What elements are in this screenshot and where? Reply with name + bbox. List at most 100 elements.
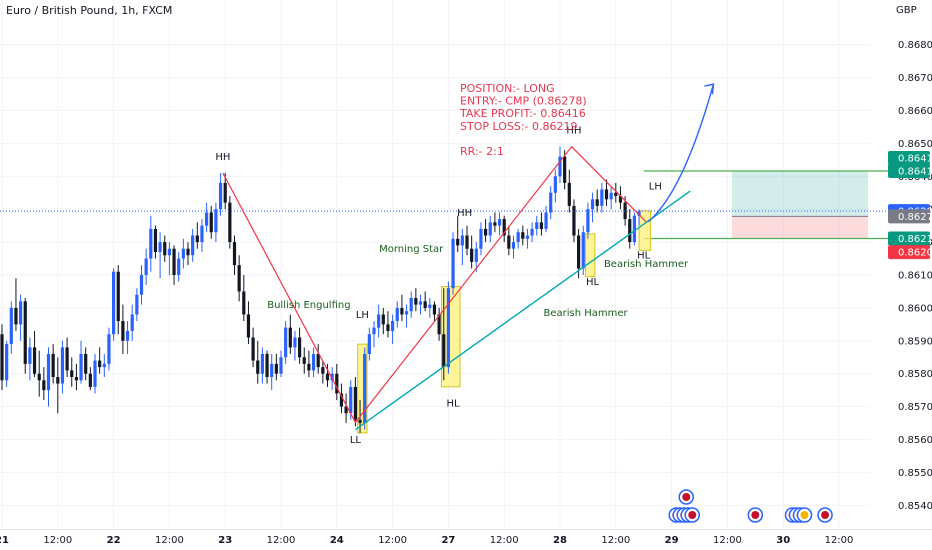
candle-body xyxy=(484,228,488,236)
candle-body xyxy=(125,330,130,341)
event-flag-icon xyxy=(821,511,830,519)
chart-title[interactable]: Euro / British Pound, 1h, FXCM xyxy=(6,4,173,17)
position-note-line[interactable]: RR:- 2:1 xyxy=(460,145,504,158)
candle-body xyxy=(451,238,455,289)
price-marker[interactable] xyxy=(888,209,930,224)
annotation-label[interactable]: HH xyxy=(215,152,230,163)
candle-body xyxy=(144,258,148,275)
time-tick-label[interactable]: 22 xyxy=(107,535,121,546)
candle-body xyxy=(507,235,511,249)
candle-body xyxy=(186,248,190,256)
annotation-label[interactable]: Morning Star xyxy=(379,244,444,255)
time-tick-label[interactable]: 12:00 xyxy=(378,535,407,546)
time-tick-label[interactable]: 23 xyxy=(218,535,232,546)
projection-arrow[interactable] xyxy=(647,83,715,223)
time-tick-label[interactable]: 24 xyxy=(330,535,344,546)
economic-events[interactable] xyxy=(668,489,833,523)
annotation-label[interactable]: HH xyxy=(566,126,581,137)
candle-body xyxy=(191,235,195,256)
price-marker[interactable] xyxy=(888,164,930,179)
position-note-line[interactable]: STOP LOSS:- 0.86219 xyxy=(460,120,578,133)
annotation-label[interactable]: Bullish Engulfing xyxy=(267,300,350,311)
long-position-zone[interactable] xyxy=(732,171,868,239)
candle-body xyxy=(400,307,404,315)
pattern-highlight-box[interactable] xyxy=(441,286,461,388)
candle-body xyxy=(223,182,227,203)
annotation-label[interactable]: HL xyxy=(447,399,461,410)
time-tick-label[interactable]: 12:00 xyxy=(267,535,296,546)
chart-annotations[interactable]: HH LH LL HH HL HH HL LH HL Bullish Engulfing Morni… xyxy=(215,126,689,446)
time-tick-label[interactable]: 12:00 xyxy=(601,535,630,546)
highlight-boxes[interactable] xyxy=(357,210,652,434)
price-marker-label[interactable]: 0.86211 xyxy=(898,234,932,245)
candle-body xyxy=(209,212,213,233)
annotation-label[interactable]: LH xyxy=(649,181,662,192)
annotation-label[interactable]: LH xyxy=(356,310,369,321)
price-marker-label[interactable]: 0.86416 xyxy=(898,154,932,165)
take-profit-zone[interactable] xyxy=(732,171,868,217)
pattern-highlight-box[interactable] xyxy=(638,210,652,251)
candle-body xyxy=(251,337,255,361)
time-tick-label[interactable]: 30 xyxy=(776,535,790,546)
price-marker[interactable] xyxy=(888,231,930,246)
annotation-label[interactable]: LL xyxy=(350,435,362,446)
price-marker[interactable] xyxy=(888,245,930,260)
position-note-line[interactable]: ENTRY:- CMP (0.86278) xyxy=(460,95,587,108)
arrow-head[interactable] xyxy=(704,83,715,95)
position-note-line[interactable]: TAKE PROFIT:- 0.86416 xyxy=(459,107,586,120)
candle-body xyxy=(497,219,502,226)
time-tick-label[interactable]: 29 xyxy=(665,535,679,546)
event-flag-icon xyxy=(800,511,809,519)
candle-body xyxy=(0,334,4,381)
annotation-label[interactable]: HH xyxy=(457,208,472,219)
time-tick-label[interactable]: 21 xyxy=(0,535,9,546)
chart-drawings[interactable] xyxy=(0,83,888,431)
time-tick-label[interactable]: 12:00 xyxy=(713,535,742,546)
candle-body xyxy=(70,370,74,377)
annotation-label[interactable]: Bearish Hammer xyxy=(604,259,689,270)
candle-body xyxy=(628,219,632,243)
candle-body xyxy=(5,344,9,381)
time-tick-label[interactable]: 12:00 xyxy=(155,535,184,546)
time-tick-label[interactable]: 12:00 xyxy=(43,535,72,546)
pattern-highlight-box[interactable] xyxy=(585,233,596,278)
annotation-label[interactable]: HL xyxy=(637,251,651,262)
time-tick-label[interactable]: 12:00 xyxy=(490,535,519,546)
zigzag-line[interactable] xyxy=(222,145,647,424)
price-marker-label[interactable]: 0.86209 xyxy=(898,248,932,259)
time-tick-label[interactable]: 28 xyxy=(553,535,567,546)
price-marker-label[interactable]: 0.86278 xyxy=(898,212,932,223)
support-resistance-levels[interactable] xyxy=(643,170,888,240)
time-tick-label[interactable]: 27 xyxy=(441,535,455,546)
candle-body xyxy=(391,321,395,331)
time-axis[interactable]: 21 12:00 22 12:00 23 12:00 24 12:00 27 12:00 28 12:… xyxy=(0,535,853,546)
price-marker[interactable] xyxy=(888,151,930,166)
position-note-line[interactable]: POSITION:- LONG xyxy=(460,82,555,95)
candle-body xyxy=(395,307,399,322)
price-marker-label[interactable]: 0.86416 xyxy=(898,167,932,178)
trend-line[interactable] xyxy=(354,190,691,431)
annotation-label[interactable]: HL xyxy=(586,277,600,288)
stop-loss-zone[interactable] xyxy=(732,216,868,239)
pattern-highlight-box[interactable] xyxy=(357,343,368,434)
annotation-label[interactable]: Bearish Hammer xyxy=(543,308,628,319)
time-tick-label[interactable]: 12:00 xyxy=(825,535,854,546)
candle-body xyxy=(535,222,539,229)
candle-body xyxy=(79,353,83,381)
candle-body xyxy=(539,222,543,229)
